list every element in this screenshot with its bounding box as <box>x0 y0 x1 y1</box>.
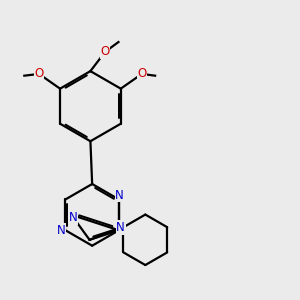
Text: O: O <box>100 45 110 58</box>
Text: O: O <box>34 68 43 80</box>
Text: N: N <box>115 189 124 202</box>
Text: O: O <box>137 68 146 80</box>
Text: N: N <box>69 211 77 224</box>
Text: N: N <box>116 221 125 234</box>
Text: N: N <box>57 224 66 237</box>
